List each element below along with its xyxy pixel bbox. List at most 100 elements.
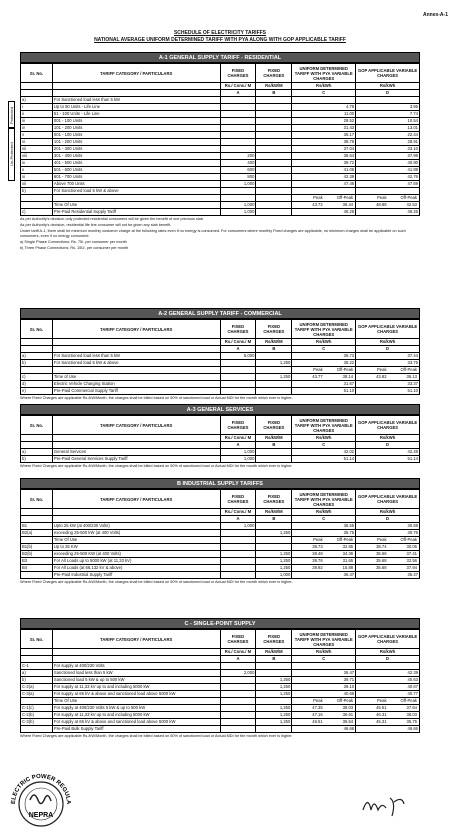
cell: For supply at 400/230 Volts xyxy=(51,662,221,670)
value: Peak xyxy=(313,537,323,543)
row: Time Of Use 1,000 43.72 36.44 48.88 42.53 xyxy=(20,201,420,209)
row: a) For Sanctioned load less than 5 kW xyxy=(20,96,420,104)
header-row: Rs./ Cons./ M Rs/kW/M Rs/kWh Rs/kWh xyxy=(20,508,420,516)
cell: Pre-Paid Industrial Supply Tariff xyxy=(51,571,221,579)
cell: 35.66 37.41 xyxy=(355,550,420,558)
stamp: ELECTRIC POWER REGULATORY NEPRA xyxy=(6,770,71,827)
header-cell xyxy=(51,82,221,90)
cell xyxy=(255,380,293,388)
cell: Peak Off-Peak xyxy=(355,697,420,705)
cell: Peak Off-Peak xyxy=(291,697,357,705)
header-cell: TARIFF CATEGORY / PARTICULARS xyxy=(51,489,221,509)
split-cell: Peak Off-Peak xyxy=(293,699,354,704)
cell: 200 xyxy=(219,152,257,160)
cell: For supply at 400/230 Volts 5 kW & up to… xyxy=(51,704,221,712)
cell xyxy=(255,387,293,395)
cell: 3.95 xyxy=(355,103,420,111)
cell xyxy=(219,124,257,132)
header-cell: Rs/kWh xyxy=(355,508,420,516)
cell: 46.26 xyxy=(355,208,420,216)
header-cell: Sr. No. xyxy=(20,415,53,435)
value: Peak xyxy=(313,195,323,201)
cell xyxy=(255,131,293,139)
cell: 38.76 xyxy=(291,138,357,146)
cell: 101 - 200 Units xyxy=(51,124,221,132)
cell: 5,000 xyxy=(219,352,257,360)
cell: 31.67 xyxy=(291,380,357,388)
header-cell: C xyxy=(291,515,357,523)
value: 38.73 xyxy=(312,544,323,550)
cell xyxy=(255,187,293,195)
cell: Electric Vehicle Charging Station xyxy=(51,380,221,388)
cell: 38.64 xyxy=(291,152,357,160)
cell: 401 - 500 Units xyxy=(51,159,221,167)
cell xyxy=(219,704,257,712)
note: As per Authority's decision, residential… xyxy=(20,223,172,227)
cell: 7.74 xyxy=(355,110,420,118)
cell: 600 xyxy=(219,166,257,174)
cell: e) xyxy=(20,387,53,395)
header-cell: D xyxy=(355,441,420,449)
cell xyxy=(255,180,293,188)
cell: Pre-Paid Bulk Supply Tariff xyxy=(51,725,221,733)
cell: 39.71 xyxy=(291,676,357,684)
value: Peak xyxy=(377,698,387,704)
cell: 35.47 xyxy=(355,571,420,579)
cell xyxy=(255,117,293,125)
header-cell xyxy=(20,82,53,90)
header-cell xyxy=(51,89,221,97)
cell: Upto 25 kW (at 400/230 Volts) xyxy=(51,522,221,530)
cell: 30.68 xyxy=(355,522,420,530)
cell: 301 - 400 Units xyxy=(51,152,221,160)
header-row: Sr. No. TARIFF CATEGORY / PARTICULARS FIXE… xyxy=(20,319,420,339)
cell: 33.75 xyxy=(355,359,420,367)
header-row: Sr. No. TARIFF CATEGORY / PARTICULARS FIXE… xyxy=(20,415,420,435)
header-row: Rs./ Cons./ M Rs/kW/M Rs/kWh Rs/kWh xyxy=(20,648,420,656)
cell xyxy=(20,725,53,733)
value: 38.03 xyxy=(342,705,354,711)
cell xyxy=(255,166,293,174)
cell xyxy=(255,110,293,118)
header-cell: FIXED CHARGES xyxy=(219,63,257,83)
cell: 501 - 600 Units xyxy=(51,166,221,174)
header-cell: UNIFORM DETERMINED TARIFF WITH PYA VARIA… xyxy=(291,629,357,649)
cell: 33.10 xyxy=(355,145,420,153)
cell: B2(a) xyxy=(20,529,53,537)
header-cell: Rs./ Cons./ M xyxy=(219,648,257,656)
cell: ii xyxy=(20,110,53,118)
row: b) Pre-Paid General Services Supply Tarif… xyxy=(20,455,420,463)
header-cell: TARIFF CATEGORY / PARTICULARS xyxy=(51,629,221,649)
header-cell: B xyxy=(255,515,293,523)
cell: Pre-Paid Commercial Supply Tariff xyxy=(51,387,221,395)
header-cell: Rs/kWh xyxy=(291,434,357,442)
value: 35.68 xyxy=(376,565,387,571)
cell: 1,250 xyxy=(255,564,293,572)
value: 42.53 xyxy=(406,202,417,208)
cell: For All Loads up to 5000 kW (at 11,33 kV… xyxy=(51,557,221,565)
value: Off-Peak xyxy=(400,195,417,201)
cell: Peak Off-Peak xyxy=(291,366,357,374)
cell xyxy=(20,536,53,544)
cell: 1,250 xyxy=(255,718,293,726)
cell: For All Loads (at 66,132 kV & above) xyxy=(51,564,221,572)
cell: Time Of Use xyxy=(51,536,221,544)
header-cell: FIXED CHARGES xyxy=(255,319,293,339)
split-cell: 38.73 32.85 xyxy=(293,544,354,550)
section-title: A-3 GENERAL SERVICES xyxy=(20,404,420,415)
cell xyxy=(219,96,257,104)
row: v 001 - 100 Units 35.17 22.44 xyxy=(20,131,420,139)
cell xyxy=(255,352,293,360)
cell xyxy=(255,536,293,544)
value: 43.72 xyxy=(312,202,323,208)
cell: General Services xyxy=(51,448,221,456)
split-cell: 48.88 42.53 xyxy=(357,202,418,208)
cell: 1,000 xyxy=(219,522,257,530)
cell xyxy=(219,380,257,388)
row: C-3(a) For supply at 66 kV & above and sa… xyxy=(20,690,420,698)
cell: For Sanctioned load less than 5 kW xyxy=(51,352,221,360)
row: b) Sanctioned load 5 kW & up to 500 kW 1,2… xyxy=(20,676,420,684)
cell xyxy=(255,662,293,670)
cell: 46.66 xyxy=(291,725,357,733)
cell: Peak Off-Peak xyxy=(355,536,420,544)
